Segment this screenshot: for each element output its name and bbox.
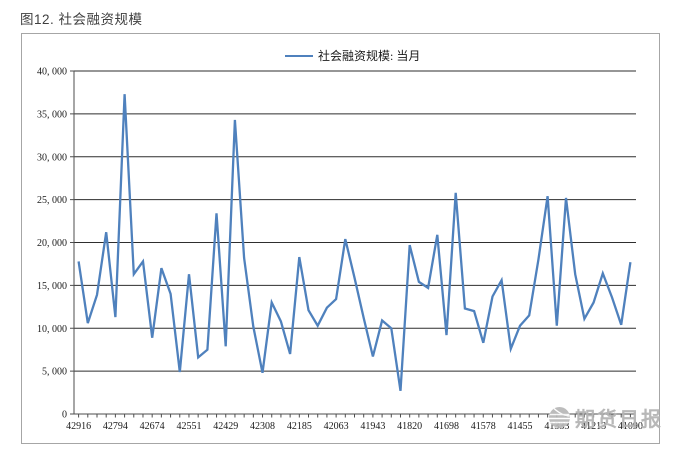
x-axis-label: 41578 (471, 421, 496, 432)
y-axis-label: 25, 000 (37, 195, 67, 206)
x-axis-label: 42308 (250, 421, 275, 432)
x-axis-label: 42551 (176, 421, 201, 432)
x-axis-label: 42916 (66, 421, 91, 432)
y-axis-label: 15, 000 (37, 281, 67, 292)
x-axis-label: 41090 (618, 421, 643, 432)
y-axis-label: 10, 000 (37, 324, 67, 335)
y-axis-label: 0 (62, 410, 67, 421)
x-axis-label: 41698 (434, 421, 459, 432)
chart-frame: 社会融资规模: 当月 0 5, 000 10, 000 15, 000 20, 000 2… (21, 33, 660, 444)
x-axis-label: 42429 (213, 421, 238, 432)
series-line (77, 94, 632, 391)
y-axis-label: 40, 000 (37, 67, 67, 78)
y-axis-label: 20, 000 (37, 238, 67, 249)
y-axis-label: 35, 000 (37, 109, 67, 120)
legend-line-sample-icon (285, 54, 313, 57)
line-chart-plot: 0 5, 000 10, 000 15, 000 20, 000 25, 000 30, 0… (37, 67, 643, 433)
figure-title: 图12. 社会融资规模 (20, 12, 143, 27)
chart-legend: 社会融资规模: 当月 (285, 47, 420, 64)
y-axis-label: 5, 000 (42, 367, 67, 378)
x-axis-label: 41820 (397, 421, 422, 432)
x-axis-label: 41943 (360, 421, 385, 432)
x-axis-label: 42185 (287, 421, 312, 432)
x-axis-label: 42674 (140, 421, 165, 432)
y-axis-label: 30, 000 (37, 152, 67, 163)
futures-daily-watermark: 期货日报 (547, 403, 663, 432)
globe-icon (549, 407, 570, 428)
x-axis-label: 41213 (581, 421, 606, 432)
watermark-text: 期货日报 (575, 409, 663, 431)
x-axis-label: 42063 (324, 421, 349, 432)
x-axis-label: 41455 (508, 421, 533, 432)
x-axis-label: 42794 (103, 421, 128, 432)
legend-label: 社会融资规模: 当月 (318, 49, 421, 63)
